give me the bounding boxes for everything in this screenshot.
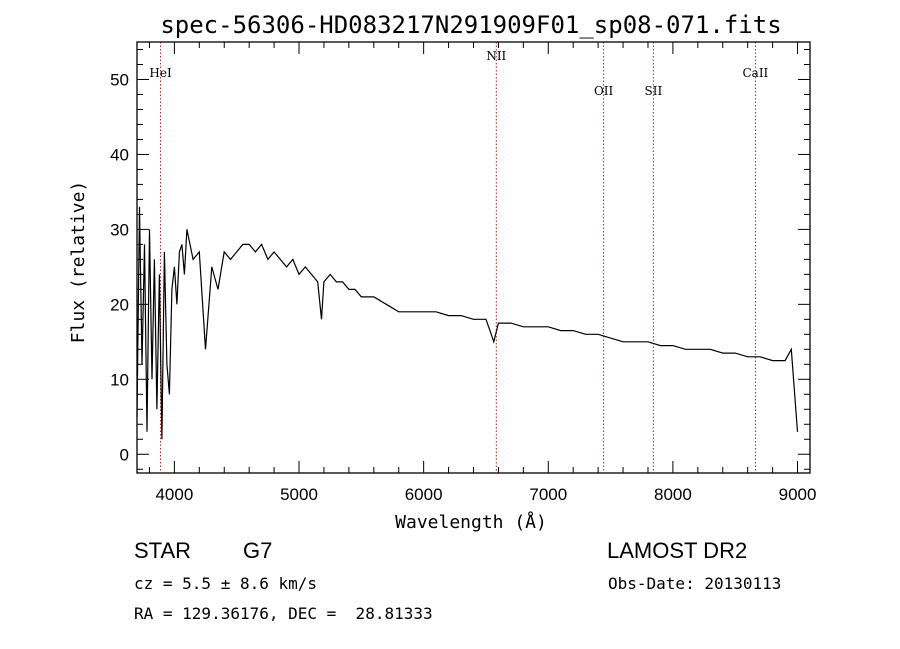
line-markers: HeI NII OII SII CaII [149, 42, 769, 473]
redshift-cz: cz = 5.5 ± 8.6 km/s [134, 574, 318, 593]
x-axis-label: Wavelength (Å) [395, 511, 547, 533]
y-tick-label: 40 [110, 145, 129, 164]
marker-label-caii: CaII [742, 66, 768, 80]
y-tick-label: 30 [110, 220, 129, 239]
plot-frame [136, 41, 811, 474]
x-tick-label: 4000 [155, 485, 193, 504]
x-tick-label: 5000 [280, 485, 318, 504]
survey-name: LAMOST DR2 [607, 538, 748, 563]
y-axis-label: Flux (relative) [68, 181, 89, 344]
x-tick-label: 6000 [405, 485, 443, 504]
chart-title: spec-56306-HD083217N291909F01_sp08-071.f… [160, 11, 781, 39]
y-tick-label: 0 [120, 445, 129, 464]
marker-label-hei: HeI [149, 66, 172, 80]
y-tick-label: 50 [110, 70, 129, 89]
x-tick-label: 7000 [529, 485, 567, 504]
marker-label-oii: OII [594, 84, 614, 98]
spectrum-line [136, 206, 799, 440]
object-subclass: G7 [243, 538, 273, 563]
x-tick-label: 8000 [654, 485, 692, 504]
y-tick-label: 20 [110, 295, 129, 314]
observation-date: Obs-Date: 20130113 [608, 574, 782, 593]
marker-label-sii: SII [644, 84, 662, 98]
object-class: STAR [134, 538, 192, 563]
y-tick-label: 10 [110, 370, 129, 389]
axis-ticks: 4000 5000 6000 7000 8000 9000 0 10 20 30 40 50 [110, 42, 816, 504]
x-tick-label: 9000 [779, 485, 817, 504]
sky-coordinates: RA = 129.36176, DEC = 28.81333 [134, 604, 433, 623]
marker-label-nii: NII [486, 49, 506, 63]
